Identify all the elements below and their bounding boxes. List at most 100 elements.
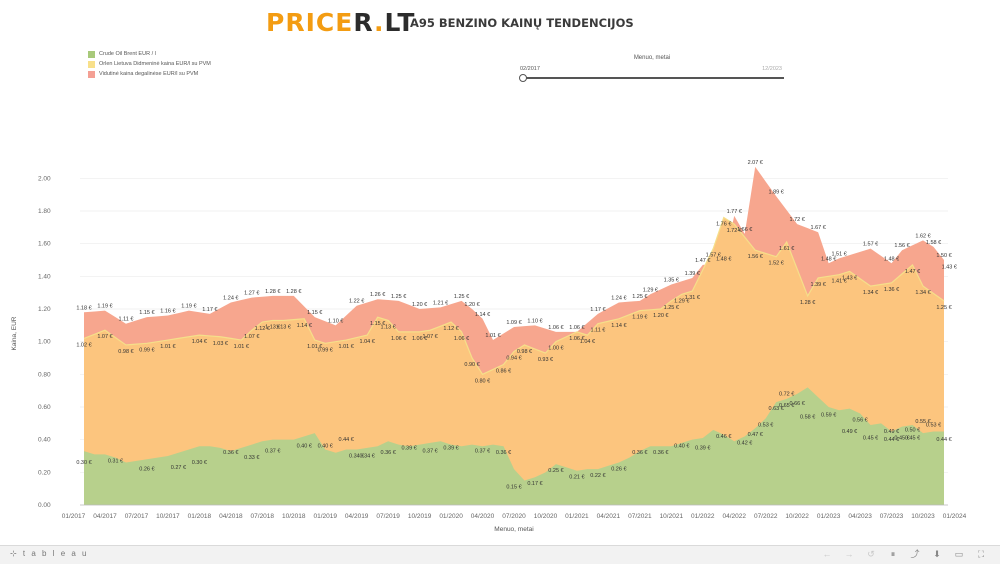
pause-icon[interactable]: ⏸ bbox=[890, 549, 896, 559]
retail-data-label: 1.01 € bbox=[485, 333, 500, 339]
retail-data-label: 1.16 € bbox=[160, 309, 175, 315]
y-tick-label: 2.00 bbox=[38, 175, 51, 182]
brent-data-label: 0.33 € bbox=[244, 455, 259, 461]
wholesale-data-label: 1.01 € bbox=[234, 344, 249, 350]
x-tick-label: 01/2017 bbox=[62, 513, 86, 520]
revert-icon[interactable]: ↺ bbox=[867, 549, 875, 559]
retail-data-label: 1.24 € bbox=[223, 295, 238, 301]
retail-data-label: 1.10 € bbox=[328, 318, 343, 324]
filter-end-value: 12/2023 bbox=[762, 66, 782, 72]
brent-data-label: 0.34 € bbox=[360, 453, 375, 459]
legend-item-brent[interactable]: Crude Oil Brent EUR / l bbox=[88, 49, 211, 59]
brent-data-label: 0.53 € bbox=[758, 422, 773, 428]
comment-icon[interactable]: ▭ bbox=[954, 549, 964, 559]
brent-data-label: 0.46 € bbox=[716, 434, 731, 440]
retail-data-label: 1.48 € bbox=[884, 256, 899, 262]
wholesale-data-label: 1.01 € bbox=[339, 344, 354, 350]
brent-data-label: 0.21 € bbox=[569, 475, 584, 481]
retail-data-label: 1.35 € bbox=[664, 278, 679, 284]
wholesale-data-label: 1.06 € bbox=[454, 336, 469, 342]
fullscreen-icon[interactable]: ⛶ bbox=[977, 549, 985, 559]
x-tick-label: 04/2022 bbox=[722, 513, 746, 520]
brent-data-label: 0.45 € bbox=[863, 436, 878, 442]
brent-data-label: 0.42 € bbox=[737, 440, 752, 446]
retail-data-label: 1.20 € bbox=[464, 302, 479, 308]
retail-data-label: 1.15 € bbox=[139, 310, 154, 316]
brent-data-label: 0.59 € bbox=[821, 413, 836, 419]
brent-data-label: 0.34 € bbox=[349, 453, 364, 459]
x-tick-label: 10/2017 bbox=[156, 513, 180, 520]
x-tick-label: 01/2023 bbox=[817, 513, 841, 520]
chart-legend: Crude Oil Brent EUR / l Orlen Lietuva Di… bbox=[88, 49, 211, 79]
download-icon[interactable]: ⬇ bbox=[933, 549, 941, 559]
brent-data-label: 0.36 € bbox=[653, 450, 668, 456]
date-range-filter: Menuo, metai 02/2017 12/2023 bbox=[519, 55, 784, 85]
wholesale-data-label: 1.14 € bbox=[611, 323, 626, 329]
y-tick-label: 1.00 bbox=[38, 339, 51, 346]
wholesale-data-label: 1.15 € bbox=[370, 321, 385, 327]
retail-data-label: 1.15 € bbox=[307, 310, 322, 316]
share-icon[interactable]: ⤴ bbox=[910, 549, 920, 559]
x-tick-label: 04/2021 bbox=[597, 513, 621, 520]
brent-data-label: 0.40 € bbox=[297, 444, 312, 450]
brent-data-label: 0.55 € bbox=[915, 419, 930, 425]
retail-data-label: 1.19 € bbox=[97, 304, 112, 310]
brent-data-label: 0.72 € bbox=[779, 391, 794, 397]
brent-data-label: 0.44 € bbox=[884, 437, 899, 443]
wholesale-data-label: 1.52 € bbox=[769, 261, 784, 267]
y-axis-title: Kaina, EUR bbox=[11, 316, 18, 350]
filter-start-value: 02/2017 bbox=[520, 66, 540, 72]
retail-data-label: 1.06 € bbox=[569, 325, 584, 331]
brent-data-label: 0.49 € bbox=[842, 429, 857, 435]
legend-label-retail: Vidutinė kaina degalinėse EUR/l su PVM bbox=[99, 71, 199, 77]
price-area-chart: 0.00 0.20 0.40 0.60 0.80 1.00 1.20 1.40 1.60 1.80… bbox=[11, 160, 967, 533]
x-tick-label: 01/2021 bbox=[565, 513, 589, 520]
brent-data-label: 0.58 € bbox=[800, 414, 815, 420]
retail-data-label: 1.06 € bbox=[548, 325, 563, 331]
retail-data-label: 1.47 € bbox=[695, 258, 710, 264]
x-tick-label: 07/2023 bbox=[880, 513, 904, 520]
filter-title: Menuo, metai bbox=[633, 55, 671, 61]
retail-data-label: 1.51 € bbox=[831, 251, 846, 257]
x-tick-label: 07/2022 bbox=[754, 513, 778, 520]
wholesale-data-label: 0.80 € bbox=[475, 378, 490, 384]
retail-data-label: 1.19 € bbox=[181, 304, 196, 310]
wholesale-data-label: 1.28 € bbox=[800, 300, 815, 306]
wholesale-data-label: 1.25 € bbox=[936, 305, 951, 311]
wholesale-data-label: 1.34 € bbox=[915, 290, 930, 296]
y-tick-label: 0.60 bbox=[38, 404, 51, 411]
brent-data-label: 0.39 € bbox=[443, 445, 458, 451]
legend-item-retail[interactable]: Vidutinė kaina degalinėse EUR/l su PVM bbox=[88, 69, 211, 79]
wholesale-data-label: 1.47 € bbox=[905, 269, 920, 275]
range-slider-handle[interactable] bbox=[519, 74, 527, 82]
logo-part-price: PRICE bbox=[266, 8, 354, 37]
range-slider-track[interactable] bbox=[522, 77, 784, 79]
tableau-logo[interactable]: ⊹ t a b l e a u bbox=[10, 549, 89, 558]
x-tick-label: 10/2021 bbox=[660, 513, 684, 520]
brent-data-label: 0.15 € bbox=[506, 485, 521, 491]
brent-data-label: 0.53 € bbox=[926, 422, 941, 428]
wholesale-data-label: 1.29 € bbox=[674, 298, 689, 304]
undo-icon[interactable]: ← bbox=[822, 549, 832, 559]
brent-data-label: 0.37 € bbox=[265, 449, 280, 455]
brent-data-label: 0.44 € bbox=[339, 437, 354, 443]
wholesale-data-label: 1.13 € bbox=[265, 324, 280, 330]
logo-part-dot: . bbox=[374, 8, 385, 37]
x-tick-label: 04/2023 bbox=[848, 513, 872, 520]
brent-data-label: 0.30 € bbox=[76, 460, 91, 466]
pricer-logo[interactable]: PRICER.LT bbox=[266, 8, 415, 37]
tableau-toolbar: ⊹ t a b l e a u ← → ↺ ⏸ ⤴ ⬇ ▭ ⛶ bbox=[0, 545, 1000, 564]
legend-item-orlen[interactable]: Orlen Lietuva Didmeninė kaina EUR/l su P… bbox=[88, 59, 211, 69]
wholesale-data-label: 1.06 € bbox=[412, 336, 427, 342]
brent-data-label: 0.50 € bbox=[905, 427, 920, 433]
retail-data-label: 1.66 € bbox=[737, 227, 752, 233]
legend-swatch-retail bbox=[88, 70, 95, 78]
brent-data-label: 0.63 € bbox=[769, 406, 784, 412]
wholesale-data-label: 1.07 € bbox=[422, 334, 437, 340]
brent-data-label: 0.39 € bbox=[401, 445, 416, 451]
brent-data-label: 0.30 € bbox=[192, 460, 207, 466]
wholesale-data-label: 1.03 € bbox=[213, 341, 228, 347]
wholesale-data-label: 1.31 € bbox=[685, 295, 700, 301]
x-tick-label: 07/2020 bbox=[502, 513, 526, 520]
redo-icon[interactable]: → bbox=[844, 549, 854, 559]
